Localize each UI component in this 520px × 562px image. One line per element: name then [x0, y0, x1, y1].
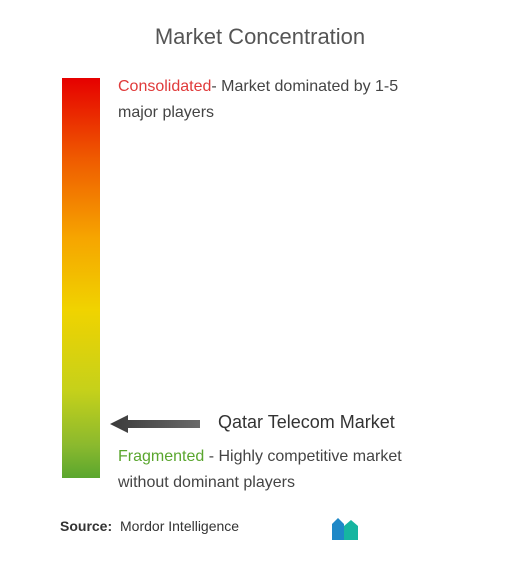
source-line: Source: Mordor Intelligence [60, 518, 239, 534]
mordor-logo-icon [330, 518, 360, 540]
fragmented-keyword: Fragmented [118, 448, 204, 465]
market-name-label: Qatar Telecom Market [218, 412, 395, 433]
consolidated-annotation: Consolidated- Market dominated by 1-5 ma… [118, 74, 438, 125]
fragmented-annotation: Fragmented - Highly competitive market w… [118, 444, 438, 495]
concentration-chart: Consolidated- Market dominated by 1-5 ma… [0, 78, 520, 488]
source-label: Source: [60, 518, 112, 534]
source-name: Mordor Intelligence [120, 518, 239, 534]
market-pointer-arrow-icon [110, 414, 200, 434]
consolidated-keyword: Consolidated [118, 78, 211, 95]
page-title: Market Concentration [0, 0, 520, 50]
gradient-scale-bar [62, 78, 100, 478]
